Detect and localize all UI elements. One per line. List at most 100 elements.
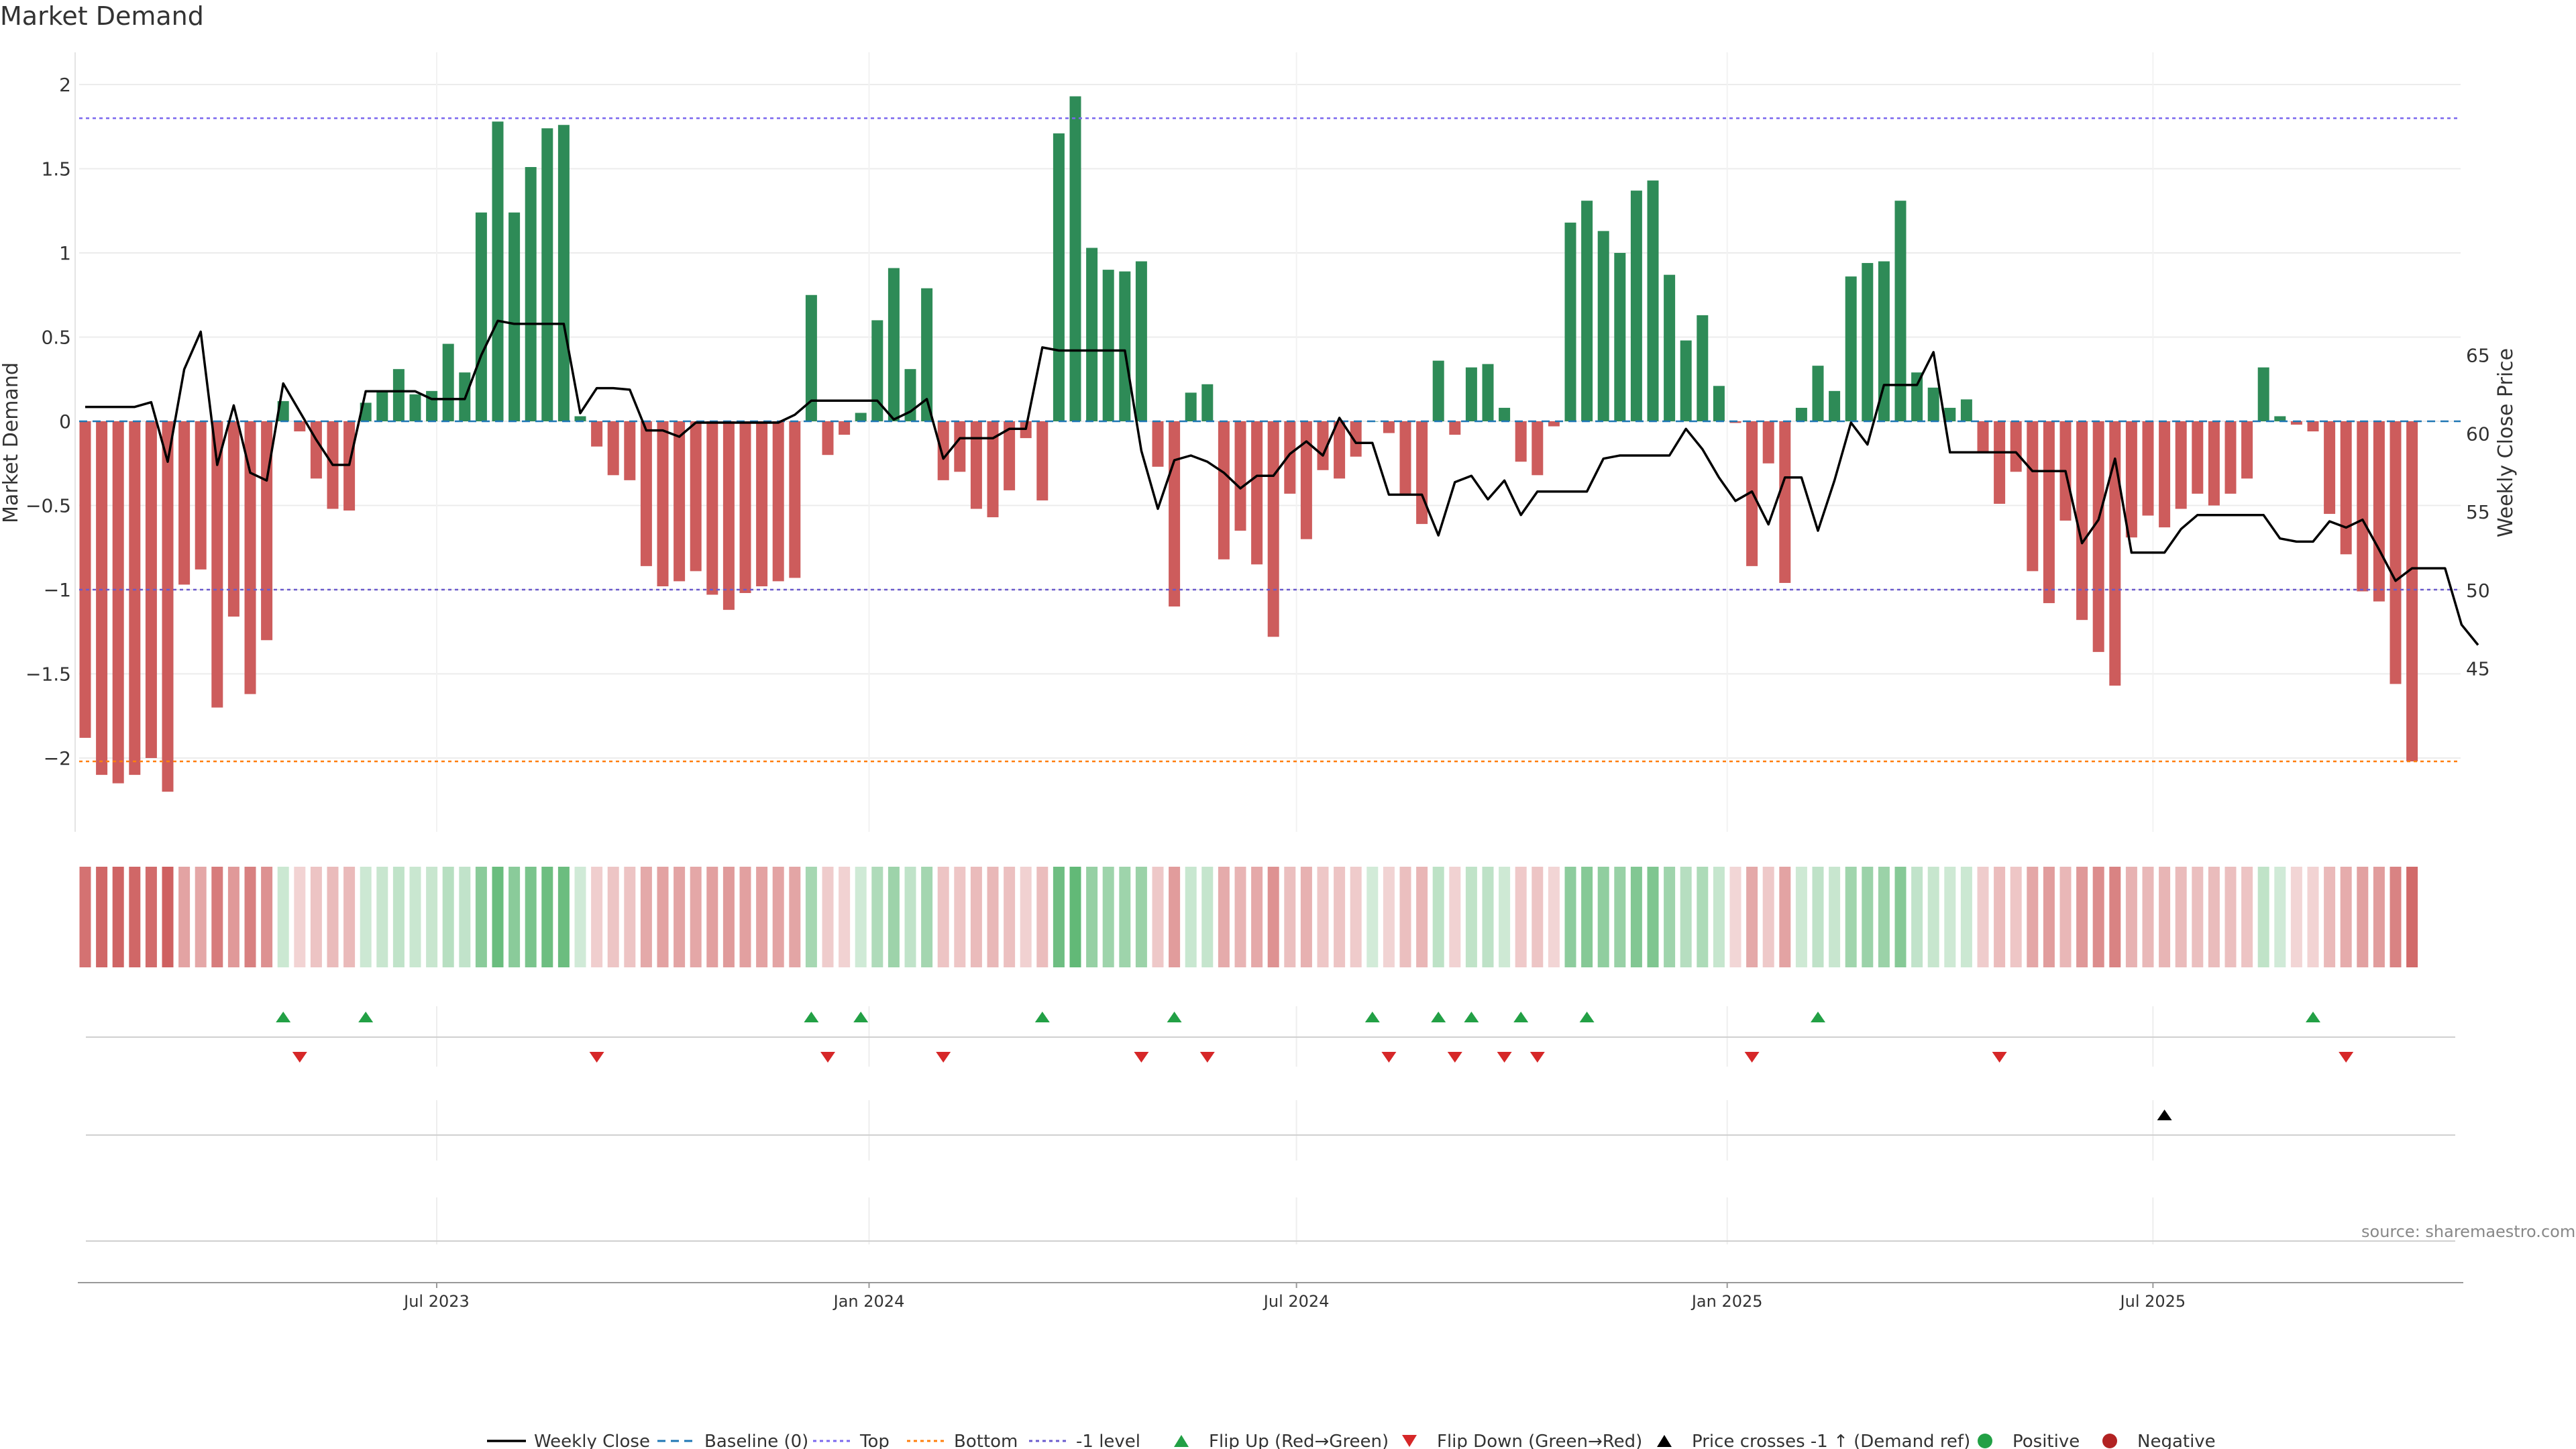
demand-bar (1977, 421, 1989, 453)
demand-bar (1300, 421, 1312, 539)
demand-bar (970, 421, 982, 509)
demand-bar (2290, 421, 2302, 425)
heat-cell (2274, 867, 2286, 967)
demand-bar (1102, 270, 1114, 421)
demand-bar (1185, 392, 1197, 421)
heat-cell (591, 867, 603, 967)
heat-cell (1515, 867, 1527, 967)
heat-cell (1350, 867, 1362, 967)
demand-bar (2043, 421, 2055, 604)
heat-cell (392, 867, 405, 967)
flip-down-marker (1381, 1052, 1397, 1063)
price-line-layer (85, 319, 2479, 646)
heat-cell (1004, 867, 1016, 967)
x-tick-label: Jul 2023 (402, 1292, 470, 1311)
demand-bar (1036, 421, 1049, 500)
heat-cell (2241, 867, 2253, 967)
y-tick-label: −1.5 (25, 663, 71, 686)
heat-cell (261, 867, 273, 967)
demand-bar (310, 421, 322, 479)
heat-cell (970, 867, 982, 967)
heat-cell (1532, 867, 1544, 967)
heat-cell (789, 867, 801, 967)
heat-cell (1795, 867, 1807, 967)
flip-up-marker (1811, 1012, 1825, 1022)
demand-bar (624, 421, 636, 480)
heat-cell (1564, 867, 1576, 967)
legend-label: Top (859, 1432, 890, 1449)
heat-cell (1366, 867, 1379, 967)
heat-cell (1218, 867, 1230, 967)
heat-cell (607, 867, 619, 967)
heat-cell (1812, 867, 1824, 967)
heat-cell (2340, 867, 2352, 967)
demand-bar (1564, 222, 1576, 421)
heat-cell (2092, 867, 2104, 967)
demand-bar (1795, 407, 1807, 421)
heat-cell (2142, 867, 2154, 967)
demand-bar (2092, 421, 2104, 652)
heat-cell (1944, 867, 1956, 967)
heat-cell (1499, 867, 1511, 967)
demand-bar (1762, 421, 1774, 464)
demand-bar (1218, 421, 1230, 559)
heat-cell (360, 867, 372, 967)
demand-bar (789, 421, 801, 578)
demand-bar (1829, 390, 1841, 421)
heat-cell (178, 867, 191, 967)
demand-bar (2274, 416, 2286, 421)
heat-cell (739, 867, 751, 967)
y-tick-label: 2 (59, 74, 71, 96)
demand-bar (2076, 421, 2088, 621)
heat-cell (1746, 867, 1758, 967)
demand-bar (2175, 421, 2187, 509)
heat-cell (1994, 867, 2006, 967)
demand-bar (1812, 366, 1824, 421)
flip-up-marker (276, 1012, 291, 1022)
demand-bar (1894, 201, 1907, 421)
heat-cell (1201, 867, 1214, 967)
source-note: source: sharemaestro.com (2361, 1222, 2576, 1241)
heat-cell (1069, 867, 1081, 967)
heat-cell (674, 867, 686, 967)
flip-down-marker (589, 1052, 604, 1063)
x-tick-label: Jul 2025 (2119, 1292, 2186, 1311)
demand-bar (129, 421, 141, 775)
demand-bar (294, 421, 306, 432)
heat-cell (1548, 867, 1560, 967)
heat-cell (557, 867, 570, 967)
heat-cell (426, 867, 438, 967)
heat-cell (1053, 867, 1065, 967)
demand-bar (772, 421, 784, 582)
demand-bar (1944, 407, 1956, 421)
demand-bar (1499, 407, 1511, 421)
demand-bar (1614, 253, 1626, 421)
demand-bar (244, 421, 256, 694)
demand-bar (1779, 421, 1791, 583)
demand-bar (657, 421, 669, 586)
heat-cell (706, 867, 718, 967)
demand-bar (706, 421, 718, 595)
heat-cell (2307, 867, 2319, 967)
heat-cell (772, 867, 784, 967)
heat-cell (624, 867, 636, 967)
flip-down-marker (1134, 1052, 1149, 1063)
flip-up-marker (853, 1012, 869, 1022)
flip-up-marker (1167, 1012, 1182, 1022)
demand-bar (756, 421, 768, 586)
heat-cell (1317, 867, 1329, 967)
heat-cell (1729, 867, 1741, 967)
demand-bar (1201, 384, 1214, 421)
demand-bar (1465, 367, 1477, 421)
flip-up-marker (358, 1012, 374, 1022)
demand-bar (591, 421, 603, 447)
heat-cell (722, 867, 735, 967)
demand-bar (1729, 421, 1741, 423)
heat-cell (1086, 867, 1098, 967)
heat-cell (871, 867, 883, 967)
y2-tick-label: 50 (2466, 580, 2490, 602)
heat-cell (459, 867, 471, 967)
demand-bar (674, 421, 686, 582)
axes: 2 1.5 1 0.5 0 −0.5 −1 −1.5 −2 65 60 55 50 45 Jul 2023 J… (0, 52, 2518, 1311)
demand-bar (1927, 387, 1939, 421)
